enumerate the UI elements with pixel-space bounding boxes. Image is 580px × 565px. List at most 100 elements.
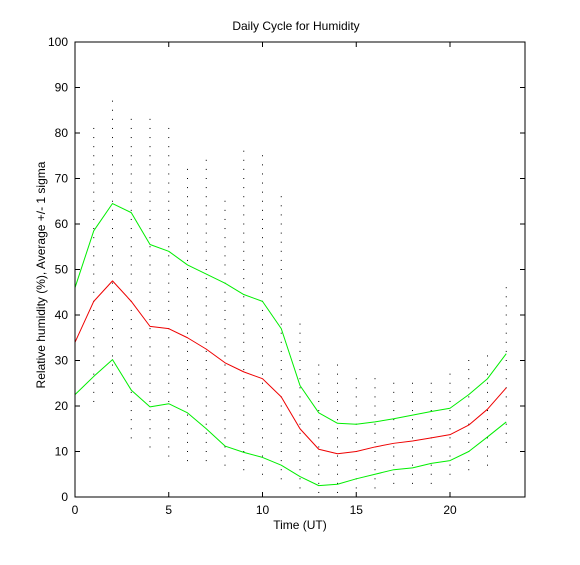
scatter-point [205, 423, 207, 425]
scatter-point [130, 218, 132, 220]
scatter-point [318, 419, 320, 421]
scatter-point [412, 419, 413, 421]
scatter-point [168, 255, 170, 257]
scatter-point [224, 300, 226, 302]
scatter-point [130, 328, 132, 330]
scatter-point [112, 100, 113, 102]
scatter-point [187, 378, 188, 380]
scatter-point [487, 455, 488, 457]
scatter-point [337, 437, 338, 439]
scatter-point [205, 196, 207, 198]
scatter-point [93, 146, 95, 148]
scatter-point [487, 419, 488, 421]
scatter-point [299, 487, 301, 489]
scatter-point [299, 423, 301, 425]
scatter-point [205, 360, 207, 361]
scatter-point [149, 118, 151, 120]
scatter-point [149, 191, 151, 193]
scatter-point [112, 282, 113, 284]
scatter-point [243, 287, 245, 289]
scatter-point [430, 464, 432, 466]
scatter-point [187, 178, 188, 179]
scatter-layer [93, 100, 507, 493]
scatter-point [168, 182, 170, 184]
scatter-point [262, 228, 263, 230]
scatter-point [187, 451, 188, 452]
scatter-point [205, 168, 207, 170]
scatter-point [187, 432, 188, 434]
scatter-point [224, 464, 226, 466]
scatter-point [393, 428, 395, 430]
scatter-point [130, 400, 132, 402]
scatter-point [243, 150, 245, 152]
scatter-point [299, 396, 301, 398]
scatter-point [355, 460, 357, 462]
scatter-point [412, 400, 413, 402]
scatter-point [93, 191, 95, 193]
scatter-point [149, 337, 151, 339]
scatter-point [187, 460, 188, 462]
scatter-point [187, 187, 188, 189]
scatter-point [224, 364, 226, 366]
scatter-point [318, 464, 320, 466]
scatter-point [93, 337, 95, 339]
scatter-point [168, 337, 170, 339]
scatter-point [205, 405, 207, 407]
scatter-point [280, 378, 282, 380]
scatter-point [449, 473, 451, 475]
scatter-point [299, 469, 301, 471]
scatter-point [243, 369, 245, 371]
scatter-point [468, 469, 470, 471]
scatter-point [93, 373, 95, 375]
scatter-point [93, 282, 95, 284]
scatter-point [149, 264, 151, 266]
scatter-point [430, 391, 432, 393]
scatter-point [337, 464, 338, 466]
scatter-point [449, 446, 451, 448]
scatter-point [262, 164, 263, 166]
scatter-point [187, 423, 188, 425]
scatter-point [224, 264, 226, 266]
scatter-point [374, 396, 376, 398]
scatter-point [205, 232, 207, 234]
scatter-point [374, 405, 376, 407]
x-tick-label: 5 [165, 503, 172, 517]
scatter-point [393, 391, 395, 393]
scatter-point [337, 482, 338, 484]
scatter-point [318, 391, 320, 393]
scatter-point [168, 309, 170, 311]
scatter-point [187, 259, 188, 261]
x-tick-label: 10 [256, 503, 270, 517]
scatter-point [243, 451, 245, 452]
scatter-point [205, 432, 207, 434]
scatter-point [299, 414, 301, 416]
scatter-point [168, 191, 170, 193]
scatter-point [262, 455, 263, 457]
scatter-point [412, 455, 413, 457]
scatter-point [93, 382, 95, 384]
scatter-point [280, 441, 282, 443]
scatter-point [112, 137, 113, 139]
scatter-point [130, 382, 132, 384]
scatter-point [318, 437, 320, 439]
scatter-point [149, 419, 151, 421]
scatter-point [430, 419, 432, 421]
scatter-point [505, 314, 507, 316]
scatter-point [505, 287, 507, 289]
scatter-point [243, 432, 245, 434]
scatter-point [112, 328, 113, 330]
scatter-point [130, 173, 132, 175]
scatter-point [149, 410, 151, 412]
scatter-point [280, 305, 282, 307]
scatter-point [262, 319, 263, 321]
scatter-point [205, 259, 207, 261]
scatter-point [393, 419, 395, 421]
scatter-point [93, 273, 95, 275]
scatter-point [355, 405, 357, 407]
scatter-point [487, 391, 488, 393]
scatter-point [505, 423, 507, 425]
scatter-point [243, 259, 245, 261]
scatter-point [262, 400, 263, 402]
scatter-point [505, 323, 507, 325]
scatter-point [112, 209, 113, 211]
